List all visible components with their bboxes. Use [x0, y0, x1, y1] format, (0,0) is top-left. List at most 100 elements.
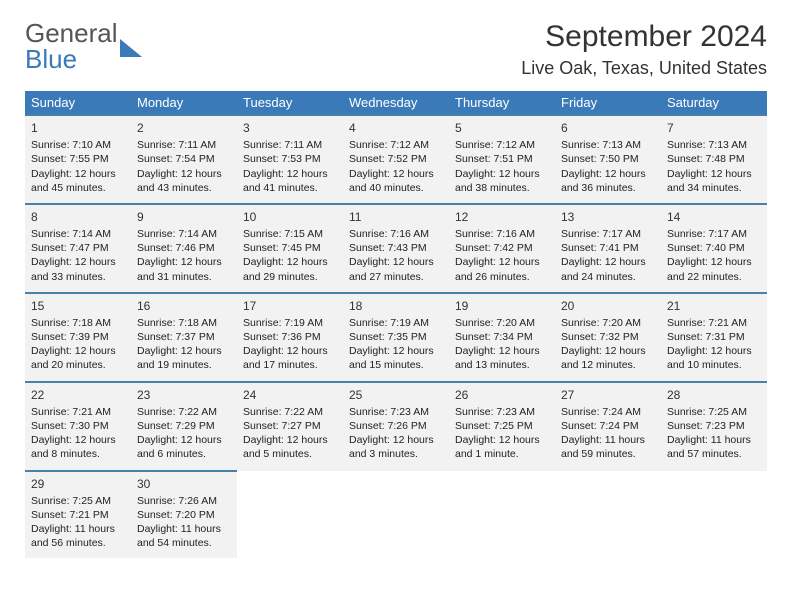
- sunset-text: Sunset: 7:43 PM: [349, 241, 443, 255]
- sunrise-text: Sunrise: 7:24 AM: [561, 405, 655, 419]
- sunset-text: Sunset: 7:51 PM: [455, 152, 549, 166]
- calendar-cell: 19Sunrise: 7:20 AMSunset: 7:34 PMDayligh…: [449, 293, 555, 382]
- calendar-cell: 18 Sunrise: 7:19 AMSunset: 7:35 PMDayligh…: [343, 293, 449, 382]
- daylight-text: Daylight: 12 hours and 17 minutes.: [243, 344, 337, 372]
- day-number: 5: [455, 120, 549, 136]
- sunrise-text: Sunrise: 7:22 AM: [243, 405, 337, 419]
- sunset-text: Sunset: 7:48 PM: [667, 152, 761, 166]
- calendar-cell: 3Sunrise: 7:11 AMSunset: 7:53 PMDaylight…: [237, 115, 343, 204]
- sunrise-text: Sunrise: 7:11 AM: [137, 138, 231, 152]
- calendar-table: Sunday Monday Tuesday Wednesday Thursday…: [25, 91, 767, 558]
- calendar-cell: 17Sunrise: 7:19 AMSunset: 7:36 PMDayligh…: [237, 293, 343, 382]
- sunrise-text: Sunrise: 7:25 AM: [31, 494, 125, 508]
- calendar-cell: 24Sunrise: 7:22 AMSunset: 7:27 PMDayligh…: [237, 382, 343, 471]
- sunset-text: Sunset: 7:30 PM: [31, 419, 125, 433]
- sunrise-text: Sunrise: 7:19 AM: [349, 316, 443, 330]
- daylight-text: Daylight: 11 hours and 56 minutes.: [31, 522, 125, 550]
- sunrise-text: Sunrise: 7:17 AM: [561, 227, 655, 241]
- location-text: Live Oak, Texas, United States: [521, 58, 767, 79]
- sunrise-text: Sunrise: 7:12 AM: [455, 138, 549, 152]
- daylight-text: Daylight: 12 hours and 33 minutes.: [31, 255, 125, 283]
- calendar-row: 29Sunrise: 7:25 AMSunset: 7:21 PMDayligh…: [25, 471, 767, 559]
- sunrise-text: Sunrise: 7:18 AM: [31, 316, 125, 330]
- daylight-text: Daylight: 12 hours and 26 minutes.: [455, 255, 549, 283]
- sunrise-text: Sunrise: 7:21 AM: [667, 316, 761, 330]
- daylight-text: Daylight: 12 hours and 10 minutes.: [667, 344, 761, 372]
- sunrise-text: Sunrise: 7:26 AM: [137, 494, 231, 508]
- brand-bottom: Blue: [25, 46, 118, 72]
- calendar-cell: 30Sunrise: 7:26 AMSunset: 7:20 PMDayligh…: [131, 471, 237, 559]
- calendar-cell: 21Sunrise: 7:21 AMSunset: 7:31 PMDayligh…: [661, 293, 767, 382]
- daylight-text: Daylight: 12 hours and 13 minutes.: [455, 344, 549, 372]
- calendar-cell: 15Sunrise: 7:18 AMSunset: 7:39 PMDayligh…: [25, 293, 131, 382]
- day-number: 13: [561, 209, 655, 225]
- calendar-cell: [449, 471, 555, 559]
- daylight-text: Daylight: 12 hours and 27 minutes.: [349, 255, 443, 283]
- daylight-text: Daylight: 12 hours and 41 minutes.: [243, 167, 337, 195]
- daylight-text: Daylight: 12 hours and 1 minute.: [455, 433, 549, 461]
- sunrise-text: Sunrise: 7:14 AM: [31, 227, 125, 241]
- brand-logo: General Blue: [25, 20, 142, 72]
- sunrise-text: Sunrise: 7:16 AM: [455, 227, 549, 241]
- day-number: 30: [137, 476, 231, 492]
- daylight-text: Daylight: 12 hours and 15 minutes.: [349, 344, 443, 372]
- calendar-cell: 22Sunrise: 7:21 AMSunset: 7:30 PMDayligh…: [25, 382, 131, 471]
- sunrise-text: Sunrise: 7:14 AM: [137, 227, 231, 241]
- sunrise-text: Sunrise: 7:15 AM: [243, 227, 337, 241]
- sunset-text: Sunset: 7:37 PM: [137, 330, 231, 344]
- daylight-text: Daylight: 11 hours and 57 minutes.: [667, 433, 761, 461]
- calendar-cell: 7Sunrise: 7:13 AMSunset: 7:48 PMDaylight…: [661, 115, 767, 204]
- sunset-text: Sunset: 7:20 PM: [137, 508, 231, 522]
- calendar-row: 1Sunrise: 7:10 AMSunset: 7:55 PMDaylight…: [25, 115, 767, 204]
- daylight-text: Daylight: 12 hours and 3 minutes.: [349, 433, 443, 461]
- calendar-cell: 1Sunrise: 7:10 AMSunset: 7:55 PMDaylight…: [25, 115, 131, 204]
- calendar-cell: [661, 471, 767, 559]
- sunset-text: Sunset: 7:23 PM: [667, 419, 761, 433]
- sunrise-text: Sunrise: 7:11 AM: [243, 138, 337, 152]
- daylight-text: Daylight: 12 hours and 31 minutes.: [137, 255, 231, 283]
- dow-header: Wednesday: [343, 91, 449, 115]
- dow-header: Friday: [555, 91, 661, 115]
- page-title: September 2024: [521, 20, 767, 54]
- daylight-text: Daylight: 12 hours and 45 minutes.: [31, 167, 125, 195]
- sunset-text: Sunset: 7:35 PM: [349, 330, 443, 344]
- calendar-cell: 14Sunrise: 7:17 AMSunset: 7:40 PMDayligh…: [661, 204, 767, 293]
- sunset-text: Sunset: 7:55 PM: [31, 152, 125, 166]
- sunset-text: Sunset: 7:54 PM: [137, 152, 231, 166]
- dow-header: Monday: [131, 91, 237, 115]
- day-number: 18: [349, 298, 443, 314]
- sunrise-text: Sunrise: 7:10 AM: [31, 138, 125, 152]
- sunset-text: Sunset: 7:45 PM: [243, 241, 337, 255]
- calendar-cell: 4Sunrise: 7:12 AMSunset: 7:52 PMDaylight…: [343, 115, 449, 204]
- calendar-row: 15Sunrise: 7:18 AMSunset: 7:39 PMDayligh…: [25, 293, 767, 382]
- day-number: 26: [455, 387, 549, 403]
- day-number: 11: [349, 209, 443, 225]
- dow-header-row: Sunday Monday Tuesday Wednesday Thursday…: [25, 91, 767, 115]
- sunset-text: Sunset: 7:21 PM: [31, 508, 125, 522]
- day-number: 19: [455, 298, 549, 314]
- dow-header: Tuesday: [237, 91, 343, 115]
- header: General Blue September 2024 Live Oak, Te…: [25, 20, 767, 79]
- sunrise-text: Sunrise: 7:22 AM: [137, 405, 231, 419]
- calendar-cell: 5Sunrise: 7:12 AMSunset: 7:51 PMDaylight…: [449, 115, 555, 204]
- sunset-text: Sunset: 7:27 PM: [243, 419, 337, 433]
- calendar-cell: 29Sunrise: 7:25 AMSunset: 7:21 PMDayligh…: [25, 471, 131, 559]
- sunset-text: Sunset: 7:25 PM: [455, 419, 549, 433]
- day-number: 14: [667, 209, 761, 225]
- brand-top: General: [25, 20, 118, 46]
- sunset-text: Sunset: 7:39 PM: [31, 330, 125, 344]
- calendar-cell: [343, 471, 449, 559]
- daylight-text: Daylight: 12 hours and 19 minutes.: [137, 344, 231, 372]
- day-number: 10: [243, 209, 337, 225]
- calendar-cell: 6Sunrise: 7:13 AMSunset: 7:50 PMDaylight…: [555, 115, 661, 204]
- daylight-text: Daylight: 12 hours and 8 minutes.: [31, 433, 125, 461]
- sunset-text: Sunset: 7:52 PM: [349, 152, 443, 166]
- calendar-cell: 16Sunrise: 7:18 AMSunset: 7:37 PMDayligh…: [131, 293, 237, 382]
- calendar-cell: 20Sunrise: 7:20 AMSunset: 7:32 PMDayligh…: [555, 293, 661, 382]
- daylight-text: Daylight: 12 hours and 22 minutes.: [667, 255, 761, 283]
- sunset-text: Sunset: 7:34 PM: [455, 330, 549, 344]
- day-number: 24: [243, 387, 337, 403]
- sunset-text: Sunset: 7:40 PM: [667, 241, 761, 255]
- dow-header: Thursday: [449, 91, 555, 115]
- calendar-row: 22Sunrise: 7:21 AMSunset: 7:30 PMDayligh…: [25, 382, 767, 471]
